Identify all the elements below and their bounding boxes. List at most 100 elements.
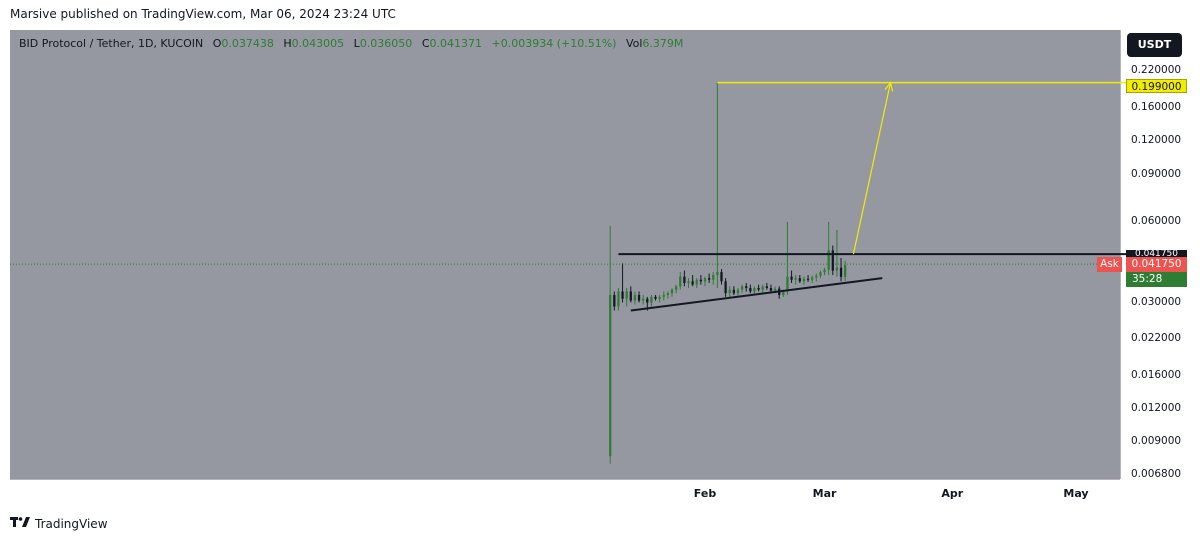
candle-body — [625, 291, 628, 299]
candle-body — [844, 265, 847, 277]
candle-body — [753, 287, 756, 292]
open-label: O — [212, 37, 222, 50]
candle-body — [749, 287, 752, 292]
target-price-label: 0.199000 — [1126, 79, 1187, 93]
candle-body — [761, 286, 764, 290]
resistance-price-label: 0.041750 — [1126, 250, 1187, 259]
candle-body — [782, 291, 785, 296]
candle-body — [646, 298, 649, 303]
tradingview-brand[interactable]: TradingView — [10, 516, 108, 531]
candle-body — [609, 295, 612, 457]
candle-body — [798, 278, 801, 282]
candle-body — [675, 286, 678, 290]
axis-corner — [1120, 479, 1189, 506]
price-tick-label: 0.060000 — [1131, 214, 1182, 227]
high-label: H — [283, 37, 292, 50]
candle-body — [728, 289, 731, 294]
candle-body — [679, 276, 682, 287]
candle-body — [633, 295, 637, 301]
candle-body — [691, 281, 694, 285]
volume-value: 6.379M — [642, 37, 684, 50]
candle-body — [703, 278, 707, 282]
candle-body — [716, 272, 719, 276]
candle-body — [712, 275, 715, 280]
candle-body — [707, 278, 711, 280]
price-tick-label: 0.220000 — [1131, 64, 1182, 76]
candle-body — [831, 250, 834, 271]
time-tick-label: Apr — [941, 487, 964, 500]
candle-body — [790, 276, 793, 280]
price-tick-label: 0.022000 — [1131, 331, 1182, 344]
low-label: L — [353, 37, 360, 50]
price-tick-label: 0.030000 — [1131, 295, 1182, 308]
price-tick-label: 0.009000 — [1131, 435, 1182, 448]
tradingview-brand-text: TradingView — [35, 516, 108, 531]
candle-body — [637, 295, 641, 301]
candle-body — [806, 278, 810, 280]
support-trendline — [630, 277, 883, 312]
candle-body — [740, 286, 744, 290]
bar-countdown: 35:28 — [1126, 272, 1187, 287]
price-tick-label: 0.090000 — [1131, 167, 1182, 180]
candle-body — [699, 279, 703, 282]
price-tick-label: 0.120000 — [1131, 134, 1182, 147]
candle-body — [757, 287, 760, 290]
ask-tag: Ask — [1097, 257, 1122, 272]
price-tick-label: 0.016000 — [1131, 368, 1182, 381]
time-tick-label: Mar — [812, 487, 837, 500]
candle-body — [654, 296, 657, 299]
candle-body — [823, 269, 826, 273]
candle-body — [724, 281, 727, 294]
candle-body — [819, 272, 822, 276]
candle-body — [732, 289, 735, 294]
candle-body — [773, 288, 777, 291]
candle-body — [617, 291, 620, 307]
candle-body — [666, 293, 670, 296]
open-value: 0.037438 — [221, 37, 274, 50]
price-tick-label: 0.160000 — [1131, 101, 1182, 113]
candle-body — [687, 281, 690, 283]
candle-body — [811, 277, 814, 280]
publisher-line: Marsive published on TradingView.com, Ma… — [10, 7, 396, 21]
candle-body — [621, 291, 624, 299]
candle-body — [786, 276, 789, 292]
candle-body — [815, 275, 818, 278]
candle-body — [839, 267, 843, 277]
candle-body — [642, 298, 645, 301]
candle-body — [745, 286, 748, 288]
candle-body — [769, 287, 773, 291]
candle-body — [802, 278, 806, 282]
change-value: +0.003934 (+10.51%) — [491, 37, 617, 50]
tradingview-logo-icon — [10, 516, 30, 531]
volume-label: Vol — [625, 37, 643, 50]
candle-body — [794, 278, 797, 280]
candle-body — [662, 295, 665, 297]
time-axis[interactable] — [10, 479, 1120, 506]
candle-body — [613, 295, 616, 307]
target-arrow-head — [884, 81, 894, 92]
candle-body — [629, 291, 632, 301]
symbol-title[interactable]: BID Protocol / Tether, 1D, KUCOIN — [19, 37, 204, 50]
close-value: 0.041371 — [429, 37, 483, 50]
target-arrow-shaft — [852, 82, 892, 255]
candle-body — [835, 267, 839, 271]
candle-body — [765, 286, 768, 288]
high-value: 0.043005 — [291, 37, 345, 50]
candle-body — [827, 250, 830, 270]
ask-price-label: 0.041750 — [1126, 257, 1187, 272]
candle-body — [736, 289, 740, 294]
candle-body — [658, 296, 661, 299]
price-tick-label: 0.012000 — [1131, 401, 1182, 414]
time-tick-label: May — [1063, 487, 1089, 500]
candle-body — [650, 296, 653, 303]
currency-button[interactable]: USDT — [1127, 33, 1182, 57]
ohlc-legend: BID Protocol / Tether, 1D, KUCOIN O0.037… — [19, 37, 689, 50]
candle-body — [695, 279, 698, 285]
candle-body — [683, 276, 686, 283]
candle-body — [670, 289, 674, 294]
close-label: C — [421, 37, 430, 50]
price-tick-label: 0.006800 — [1131, 468, 1182, 480]
time-tick-label: Feb — [693, 487, 717, 500]
low-value: 0.036050 — [359, 37, 413, 50]
